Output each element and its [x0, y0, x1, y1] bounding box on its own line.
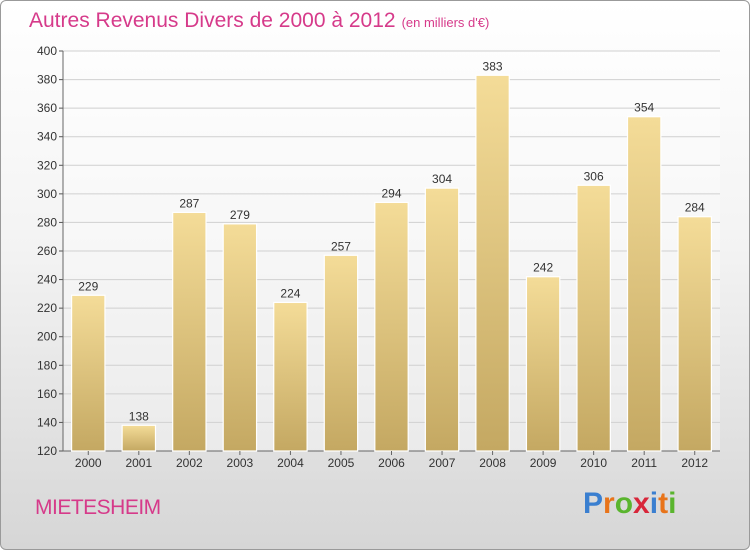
bar-2000 — [70, 294, 106, 452]
bar-2012 — [677, 216, 713, 452]
data-label-2010: 306 — [584, 169, 604, 183]
chart-unit: (en milliers d'€) — [401, 15, 490, 30]
data-label-2009: 242 — [533, 261, 553, 275]
chart-title-text: Autres Revenus Divers de 2000 à 2012 — [29, 9, 396, 32]
logo-letter: t — [658, 487, 669, 520]
y-tick-label: 160 — [37, 387, 57, 401]
data-label-2011: 354 — [634, 101, 654, 115]
y-tick-label: 240 — [37, 273, 57, 287]
logo-letter: r — [603, 487, 615, 520]
y-tick-label: 380 — [37, 73, 57, 87]
x-tick-label-2003: 2003 — [227, 456, 254, 470]
y-tick-label: 400 — [37, 44, 57, 58]
y-tick-label: 260 — [37, 244, 57, 258]
proxiti-logo: Proxiti — [583, 487, 676, 521]
x-tick-label-2007: 2007 — [429, 456, 456, 470]
y-tick-label: 280 — [37, 215, 57, 229]
x-tick-label-2011: 2011 — [631, 456, 657, 470]
y-tick-label: 220 — [37, 301, 57, 315]
y-tick-label: 140 — [37, 415, 57, 429]
y-tick-label: 320 — [37, 158, 57, 172]
bar-2005 — [323, 254, 359, 452]
logo-letter: i — [668, 487, 677, 520]
logo-letter: P — [583, 487, 604, 520]
y-tick-label: 300 — [37, 187, 57, 201]
x-tick-label-2001: 2001 — [125, 456, 152, 470]
data-label-2005: 257 — [331, 239, 351, 253]
logo-letter: i — [649, 487, 659, 520]
bar-2006 — [374, 201, 409, 452]
data-label-2002: 287 — [179, 196, 199, 210]
bar-2002 — [172, 211, 207, 452]
x-tick-label-2005: 2005 — [328, 456, 355, 470]
y-tick-label: 120 — [37, 444, 57, 458]
bar-2011 — [626, 116, 662, 452]
y-tick-label: 180 — [37, 358, 57, 372]
data-label-2008: 383 — [483, 59, 503, 73]
data-label-2001: 138 — [129, 409, 149, 423]
data-label-2000: 229 — [78, 279, 98, 293]
x-tick-label-2008: 2008 — [479, 456, 506, 470]
x-tick-label-2010: 2010 — [580, 456, 607, 470]
data-label-2007: 304 — [432, 172, 452, 186]
y-tick-label: 340 — [37, 130, 57, 144]
bar-2009 — [525, 276, 561, 452]
data-label-2012: 284 — [685, 201, 705, 215]
y-tick-label: 360 — [37, 101, 57, 115]
data-label-2003: 279 — [230, 208, 250, 222]
x-tick-label-2012: 2012 — [681, 456, 708, 470]
x-tick-label-2009: 2009 — [530, 456, 557, 470]
bar-2003 — [222, 223, 258, 452]
logo-letter: x — [633, 487, 650, 520]
x-tick-label-2000: 2000 — [75, 456, 102, 470]
x-tick-label-2002: 2002 — [176, 456, 203, 470]
city-name: MIETESHEIM — [35, 496, 161, 519]
bar-2001 — [121, 424, 157, 452]
chart-title: Autres Revenus Divers de 2000 à 2012 (en … — [29, 9, 489, 33]
bar-2004 — [273, 301, 308, 452]
y-tick-label: 200 — [37, 330, 57, 344]
data-label-2006: 294 — [381, 186, 401, 200]
bar-2010 — [576, 184, 611, 452]
bar-2007 — [424, 187, 460, 452]
x-tick-label-2006: 2006 — [378, 456, 405, 470]
bar-2008 — [475, 74, 510, 452]
logo-letter: o — [614, 487, 634, 520]
data-label-2004: 224 — [280, 286, 300, 300]
x-tick-label-2004: 2004 — [277, 456, 304, 470]
